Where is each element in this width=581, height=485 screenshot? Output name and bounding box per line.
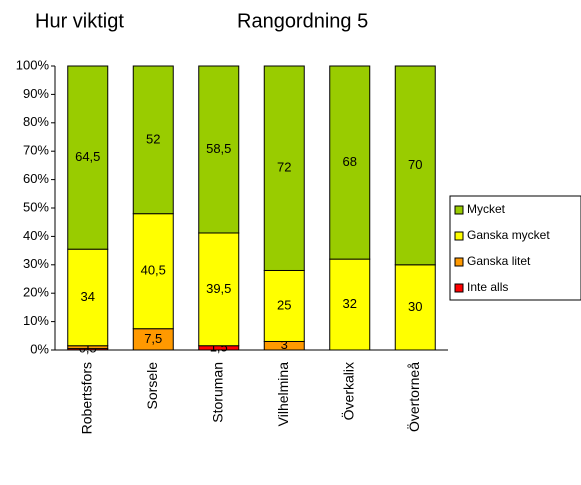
data-label: 25 xyxy=(277,297,291,312)
bar-segment xyxy=(329,258,371,351)
y-tick-label: 50% xyxy=(23,199,49,214)
legend-label: Inte alls xyxy=(467,280,508,294)
x-tick-label: Sorsele xyxy=(144,362,160,410)
x-tick-label: Vilhelmina xyxy=(275,362,291,427)
y-tick-label: 100% xyxy=(16,57,50,72)
data-label: 32 xyxy=(343,296,357,311)
legend-swatch xyxy=(454,283,464,293)
chart-subtitle: Rangordning 5 xyxy=(237,10,368,32)
bar-segment xyxy=(329,65,371,260)
y-tick-label: 70% xyxy=(23,143,49,158)
legend-label: Ganska litet xyxy=(467,254,531,268)
data-label: 64,5 xyxy=(75,149,100,164)
bar-segment xyxy=(394,264,436,351)
data-label: 39,5 xyxy=(206,281,231,296)
y-tick-label: 40% xyxy=(23,228,49,243)
data-label: 30 xyxy=(408,299,422,314)
bar-segment xyxy=(263,269,305,342)
bar-segment xyxy=(263,65,305,271)
data-label: 68 xyxy=(343,154,357,169)
y-tick-label: 30% xyxy=(23,256,49,271)
x-tick-label: Robertsfors xyxy=(78,362,94,434)
data-label: 52 xyxy=(146,131,160,146)
data-label: 40,5 xyxy=(141,263,166,278)
x-tick-label: Storuman xyxy=(209,362,225,423)
data-label: 34 xyxy=(81,289,95,304)
legend-swatch xyxy=(454,205,464,215)
data-label: 70 xyxy=(408,157,422,172)
data-label: 72 xyxy=(277,160,291,175)
bar-segment xyxy=(132,65,174,215)
bar-segment xyxy=(198,232,240,347)
y-tick-label: 80% xyxy=(23,114,49,129)
data-label: 7,5 xyxy=(144,331,162,346)
x-tick-label: Övertorneå xyxy=(405,362,422,432)
data-label: 3 xyxy=(281,337,288,352)
y-tick-label: 90% xyxy=(23,86,49,101)
x-tick-label: Överkalix xyxy=(339,362,356,420)
y-tick-label: 60% xyxy=(23,171,49,186)
data-label: 58,5 xyxy=(206,141,231,156)
bar-segment xyxy=(394,65,436,266)
bar-segment xyxy=(67,65,109,250)
y-tick-label: 10% xyxy=(23,313,49,328)
y-tick-label: 0% xyxy=(30,341,49,356)
legend-box xyxy=(449,195,581,301)
bar-segment xyxy=(198,65,240,234)
legend-label: Mycket xyxy=(467,202,506,216)
legend-label: Ganska mycket xyxy=(467,228,550,242)
chart-title: Hur viktigt xyxy=(35,10,124,32)
legend-swatch xyxy=(454,231,464,241)
y-tick-label: 20% xyxy=(23,285,49,300)
legend-swatch xyxy=(454,257,464,267)
